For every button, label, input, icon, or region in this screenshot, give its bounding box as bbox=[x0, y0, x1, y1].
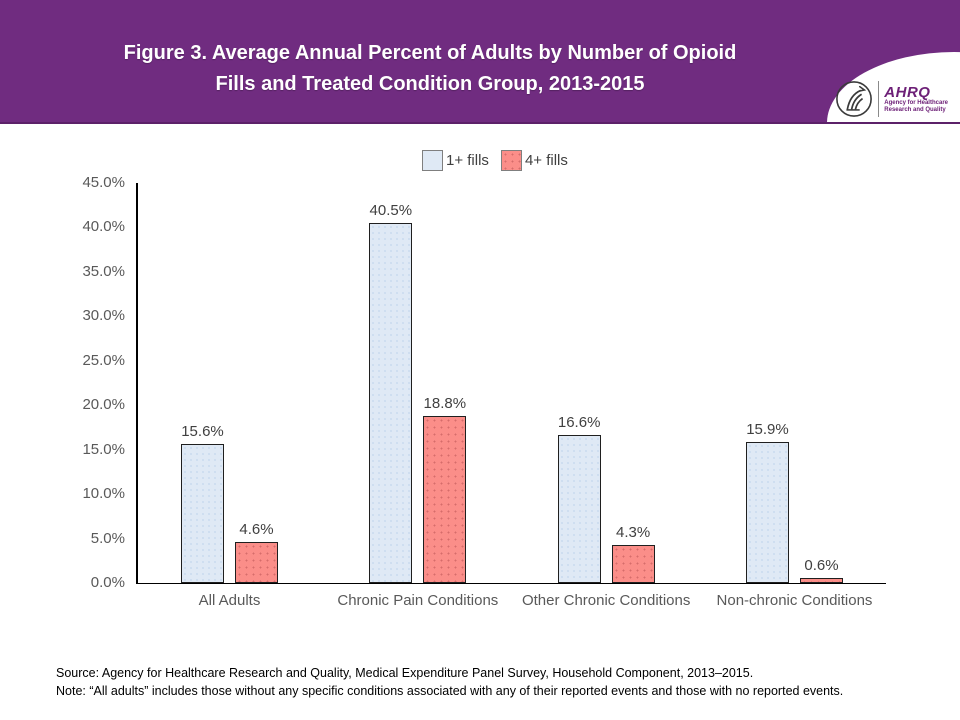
chart-legend: 1+ fills 4+ fills bbox=[422, 150, 580, 171]
legend-item-4plus-fills: 4+ fills bbox=[500, 150, 568, 171]
figure-title-line2: Fills and Treated Condition Group, 2013-… bbox=[215, 73, 645, 95]
y-tick-label-10-0-: 10.0% bbox=[82, 485, 125, 503]
y-tick-label-40-0-: 40.0% bbox=[82, 218, 125, 236]
y-tick-label-30-0-: 30.0% bbox=[82, 307, 125, 325]
bar-value-1-fills-non-chronic-conditions: 15.9% bbox=[746, 420, 789, 438]
category-label-chronic-pain-conditions: Chronic Pain Conditions bbox=[337, 592, 499, 609]
bar-4-fills-all-adults bbox=[235, 542, 278, 583]
legend-label-1plus-fills: 1+ fills bbox=[446, 152, 489, 169]
bar-1-fills-other-chronic-conditions bbox=[557, 435, 601, 583]
legend-item-1plus-fills: 1+ fills bbox=[422, 150, 489, 171]
ahrq-logo: AHRQ Agency for Healthcare Research and … bbox=[835, 76, 948, 122]
bar-4-fills-non-chronic-conditions bbox=[799, 577, 843, 583]
y-tick-label-20-0-: 20.0% bbox=[82, 396, 125, 414]
ahrq-tagline-line1: Agency for Healthcare bbox=[884, 99, 948, 106]
category-label-all-adults: All Adults bbox=[198, 592, 261, 609]
y-tick-label-25-0-: 25.0% bbox=[82, 351, 125, 369]
ahrq-logo-text: AHRQ Agency for Healthcare Research and … bbox=[884, 85, 948, 114]
bar-value-4-fills-other-chronic-conditions: 4.3% bbox=[616, 523, 651, 541]
bar-4-fills-other-chronic-conditions bbox=[611, 544, 655, 583]
footer-notes: Source: Agency for Healthcare Research a… bbox=[56, 664, 936, 700]
y-tick-label-15-0-: 15.0% bbox=[82, 440, 125, 458]
category-label-non-chronic-conditions: Non-chronic Conditions bbox=[716, 592, 873, 609]
bar-1-fills-all-adults bbox=[181, 444, 224, 583]
bar-value-1-fills-other-chronic-conditions: 16.6% bbox=[557, 414, 601, 432]
y-tick-label-45-0-: 45.0% bbox=[82, 174, 125, 191]
bar-value-1-fills-all-adults: 15.6% bbox=[181, 423, 224, 441]
hhs-eagle-icon bbox=[836, 81, 873, 117]
figure-title-line1: Figure 3. Average Annual Percent of Adul… bbox=[123, 42, 737, 64]
legend-swatch-4plus-fills bbox=[500, 150, 522, 171]
logo-divider bbox=[878, 81, 880, 117]
bar-value-1-fills-chronic-pain-conditions: 40.5% bbox=[369, 202, 413, 219]
ahrq-acronym: AHRQ bbox=[884, 83, 931, 101]
bar-1-fills-non-chronic-conditions bbox=[745, 441, 789, 583]
bar-value-4-fills-chronic-pain-conditions: 18.8% bbox=[423, 394, 467, 412]
x-axis-line bbox=[136, 582, 886, 584]
bar-value-4-fills-non-chronic-conditions: 0.6% bbox=[804, 556, 839, 574]
bar-4-fills-chronic-pain-conditions bbox=[423, 415, 467, 583]
y-tick-label-0-0-: 0.0% bbox=[90, 574, 125, 591]
category-label-other-chronic-conditions: Other Chronic Conditions bbox=[521, 592, 691, 609]
ahrq-tagline-line2: Research and Quality bbox=[884, 106, 946, 113]
y-tick-label-5-0-: 5.0% bbox=[90, 529, 125, 547]
legend-label-4plus-fills: 4+ fills bbox=[524, 152, 568, 169]
source-text: Source: Agency for Healthcare Research a… bbox=[56, 666, 754, 680]
bar-value-4-fills-all-adults: 4.6% bbox=[239, 521, 274, 539]
legend-swatch-1plus-fills bbox=[422, 150, 443, 171]
y-axis-line bbox=[136, 183, 138, 583]
bar-1-fills-chronic-pain-conditions bbox=[369, 223, 413, 583]
y-tick-label-35-0-: 35.0% bbox=[82, 262, 125, 280]
figure-title: Figure 3. Average Annual Percent of Adul… bbox=[0, 38, 860, 100]
header-banner: Figure 3. Average Annual Percent of Adul… bbox=[0, 0, 960, 124]
note-text: Note: “All adults” includes those withou… bbox=[56, 684, 844, 698]
